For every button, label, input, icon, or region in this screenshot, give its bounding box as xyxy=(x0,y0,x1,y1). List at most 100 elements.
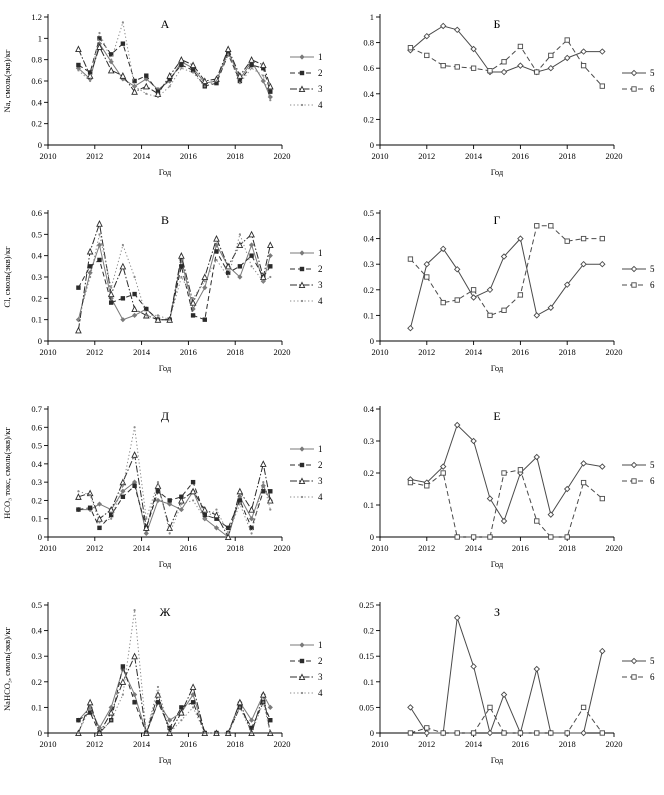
svg-text:2018: 2018 xyxy=(559,543,576,553)
svg-text:0.2: 0.2 xyxy=(31,119,42,129)
svg-text:5: 5 xyxy=(650,460,655,470)
svg-text:2016: 2016 xyxy=(180,151,197,161)
svg-text:2012: 2012 xyxy=(418,151,435,161)
svg-text:1: 1 xyxy=(38,33,42,43)
svg-text:Год: Год xyxy=(491,363,504,373)
svg-text:2010: 2010 xyxy=(372,347,389,357)
svg-text:5: 5 xyxy=(650,656,655,666)
svg-text:0.1: 0.1 xyxy=(363,500,374,510)
svg-text:0.25: 0.25 xyxy=(359,600,374,610)
svg-text:Na, смоль(экв)/кг: Na, смоль(экв)/кг xyxy=(2,49,12,113)
svg-text:Год: Год xyxy=(491,559,504,569)
svg-text:2: 2 xyxy=(318,460,323,470)
svg-text:0: 0 xyxy=(370,728,374,738)
svg-text:0.6: 0.6 xyxy=(31,208,42,218)
chart-v-cl: 2010 2012 2014 2016 2018 2020 0 0.1 0.2 0.3 0.4 0.5… xyxy=(0,199,330,393)
svg-text:2020: 2020 xyxy=(606,151,623,161)
svg-text:2010: 2010 xyxy=(40,739,57,749)
svg-text:1: 1 xyxy=(318,444,323,454)
svg-text:2020: 2020 xyxy=(606,347,623,357)
svg-text:Б: Б xyxy=(494,17,501,31)
svg-text:2016: 2016 xyxy=(512,151,529,161)
svg-text:З: З xyxy=(494,605,500,619)
svg-text:HCO₃ токс, смоль(экв)/кг: HCO₃ токс, смоль(экв)/кг xyxy=(2,427,12,519)
svg-text:2: 2 xyxy=(318,68,323,78)
svg-text:0.2: 0.2 xyxy=(31,495,42,505)
svg-text:2020: 2020 xyxy=(606,739,623,749)
svg-text:2012: 2012 xyxy=(86,739,103,749)
svg-text:6: 6 xyxy=(650,672,655,682)
svg-text:0.4: 0.4 xyxy=(31,626,42,636)
svg-text:0.4: 0.4 xyxy=(363,234,374,244)
svg-text:2010: 2010 xyxy=(40,151,57,161)
svg-text:2: 2 xyxy=(318,656,323,666)
svg-text:4: 4 xyxy=(318,100,323,110)
svg-text:0.8: 0.8 xyxy=(31,55,42,65)
svg-text:0.8: 0.8 xyxy=(363,38,374,48)
svg-text:2016: 2016 xyxy=(180,347,197,357)
svg-text:0.3: 0.3 xyxy=(31,477,42,487)
svg-text:2018: 2018 xyxy=(227,151,244,161)
svg-text:2012: 2012 xyxy=(86,543,103,553)
svg-text:2: 2 xyxy=(318,264,323,274)
svg-text:А: А xyxy=(161,17,170,31)
line-chart-e: 2010 2012 2014 2016 2018 2020 0 0.1 0.2 0.3 0.4 Е Го… xyxy=(363,404,655,569)
svg-text:2016: 2016 xyxy=(512,543,529,553)
svg-text:Cl, смоль(экв)/кг: Cl, смоль(экв)/кг xyxy=(2,246,12,308)
svg-text:0.2: 0.2 xyxy=(31,293,42,303)
svg-text:0.05: 0.05 xyxy=(359,702,374,712)
svg-text:0.1: 0.1 xyxy=(363,310,374,320)
svg-text:1: 1 xyxy=(318,640,323,650)
svg-text:Год: Год xyxy=(159,755,172,765)
svg-text:0.2: 0.2 xyxy=(31,677,42,687)
svg-text:Ж: Ж xyxy=(160,605,171,619)
chart-g: 2010 2012 2014 2016 2018 2020 0 0.1 0.2 0.3 0.4 0.5… xyxy=(332,199,662,393)
chart-zh-nahco3: 2010 2012 2014 2016 2018 2020 0 0.1 0.2 0.3 0.4 0.5… xyxy=(0,591,330,785)
svg-text:0.1: 0.1 xyxy=(31,315,42,325)
svg-text:2020: 2020 xyxy=(274,739,291,749)
line-chart-a: 2010 2012 2014 2016 2018 2020 0 0.2 0.4 0.6 0.8 1 1.… xyxy=(2,12,323,177)
line-chart-g: 2010 2012 2014 2016 2018 2020 0 0.1 0.2 0.3 0.4 0.5… xyxy=(363,208,655,373)
svg-text:1: 1 xyxy=(370,12,374,22)
chart-a-na: 2010 2012 2014 2016 2018 2020 0 0.2 0.4 0.6 0.8 1 1.… xyxy=(0,3,330,197)
svg-text:2016: 2016 xyxy=(180,543,197,553)
svg-text:2010: 2010 xyxy=(372,739,389,749)
svg-text:0.2: 0.2 xyxy=(363,468,374,478)
svg-text:2016: 2016 xyxy=(512,347,529,357)
svg-text:0.3: 0.3 xyxy=(31,272,42,282)
line-chart-v: 2010 2012 2014 2016 2018 2020 0 0.1 0.2 0.3 0.4 0.5… xyxy=(2,208,323,373)
svg-text:4: 4 xyxy=(318,296,323,306)
svg-text:2012: 2012 xyxy=(86,347,103,357)
svg-text:2018: 2018 xyxy=(227,347,244,357)
svg-text:2018: 2018 xyxy=(227,739,244,749)
chart-z: 2010 2012 2014 2016 2018 2020 0 0.05 0.1 0.15 0.2 0… xyxy=(332,591,662,785)
svg-text:0.2: 0.2 xyxy=(363,114,374,124)
svg-text:0.6: 0.6 xyxy=(31,76,42,86)
svg-text:0.7: 0.7 xyxy=(31,404,42,414)
svg-text:2010: 2010 xyxy=(40,543,57,553)
svg-text:2014: 2014 xyxy=(133,739,151,749)
chart-d-hco3: 2010 2012 2014 2016 2018 2020 0 0.1 0.2 0.3 0.4 0.5… xyxy=(0,395,330,589)
svg-text:Е: Е xyxy=(493,409,500,423)
svg-text:В: В xyxy=(161,213,169,227)
svg-text:NaHCO₃, смоль(экв)/кг: NaHCO₃, смоль(экв)/кг xyxy=(2,627,12,711)
svg-text:6: 6 xyxy=(650,280,655,290)
line-chart-z: 2010 2012 2014 2016 2018 2020 0 0.05 0.1 0.15 0.2 0… xyxy=(359,600,655,765)
svg-text:2018: 2018 xyxy=(227,543,244,553)
svg-text:6: 6 xyxy=(650,84,655,94)
svg-text:2012: 2012 xyxy=(418,543,435,553)
svg-text:0.5: 0.5 xyxy=(31,229,42,239)
svg-text:Год: Год xyxy=(159,559,172,569)
svg-text:4: 4 xyxy=(318,492,323,502)
svg-text:Год: Год xyxy=(159,363,172,373)
svg-text:2012: 2012 xyxy=(86,151,103,161)
svg-text:0.5: 0.5 xyxy=(31,441,42,451)
svg-text:0.4: 0.4 xyxy=(31,251,42,261)
svg-text:0: 0 xyxy=(38,532,42,542)
svg-text:2014: 2014 xyxy=(465,347,483,357)
svg-text:0.4: 0.4 xyxy=(363,404,374,414)
svg-text:0.5: 0.5 xyxy=(31,600,42,610)
svg-text:0.1: 0.1 xyxy=(31,702,42,712)
svg-text:1: 1 xyxy=(318,52,323,62)
svg-text:2020: 2020 xyxy=(274,151,291,161)
